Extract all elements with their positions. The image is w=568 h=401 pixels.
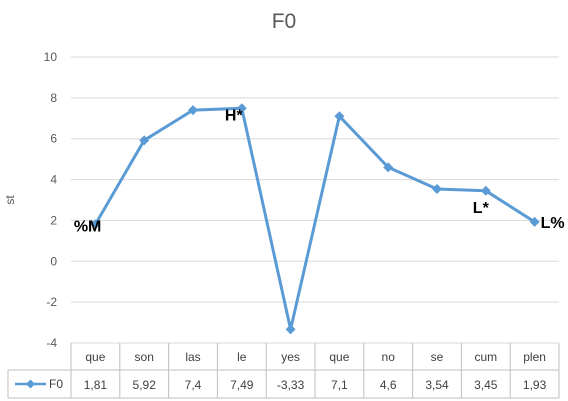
data-point: [90, 219, 101, 230]
table-value: -3,33: [277, 378, 305, 392]
table-value: 3,45: [474, 378, 498, 392]
data-point: [285, 324, 296, 335]
annotations: %M H* L* L%: [74, 107, 565, 235]
y-tick-label: -4: [46, 336, 57, 350]
annotation-label: H*: [225, 107, 244, 124]
series-f0: [90, 103, 540, 335]
y-tick-label: 10: [44, 50, 58, 64]
y-tick-label: 8: [50, 91, 57, 105]
data-point: [529, 216, 540, 227]
y-tick-label: 0: [50, 254, 57, 268]
category-label: las: [185, 350, 200, 364]
series-line: [94, 106, 536, 331]
category-label: que: [329, 350, 349, 364]
legend-marker: [26, 379, 35, 389]
gridlines: [71, 56, 559, 344]
data-point: [334, 111, 345, 122]
table-value: 7,49: [230, 378, 254, 392]
annotation-label: L%: [541, 215, 565, 232]
table-value: 7,1: [331, 378, 348, 392]
table-value: 1,81: [84, 378, 108, 392]
category-label: no: [382, 350, 396, 364]
annotation-label: %M: [74, 218, 102, 235]
y-tick-label: -2: [46, 295, 57, 309]
category-label: se: [431, 350, 444, 364]
category-label: plen: [523, 350, 546, 364]
chart-title: F0: [272, 10, 297, 33]
table-value: 5,92: [133, 378, 157, 392]
category-label: yes: [281, 350, 300, 364]
table-value: 3,54: [425, 378, 449, 392]
y-tick-label: 2: [50, 213, 57, 227]
annotation-label: L*: [473, 200, 490, 217]
category-label: que: [85, 350, 105, 364]
data-point: [432, 183, 442, 194]
table-value: 7,4: [185, 378, 202, 392]
y-tick-label: 4: [50, 173, 57, 187]
data-point: [480, 185, 491, 196]
y-axis-ticks: -4 -2 0 2 4 6 8 10: [44, 50, 58, 350]
category-label: son: [135, 350, 154, 364]
data-point: [383, 162, 394, 173]
data-point: [139, 135, 150, 146]
table-value: 4,6: [380, 378, 397, 392]
category-label: le: [237, 350, 247, 364]
y-tick-label: 6: [50, 132, 57, 146]
data-point: [236, 103, 247, 114]
data-table: F0 que 1,81 son 5,92 las 7,4 le 7,49 yes -3,33 que 7…: [7, 343, 560, 399]
legend-label: F0: [49, 377, 63, 391]
category-label: cum: [474, 350, 497, 364]
table-value: 1,93: [523, 378, 547, 392]
y-axis-label: st: [3, 195, 17, 205]
data-point: [188, 105, 198, 116]
